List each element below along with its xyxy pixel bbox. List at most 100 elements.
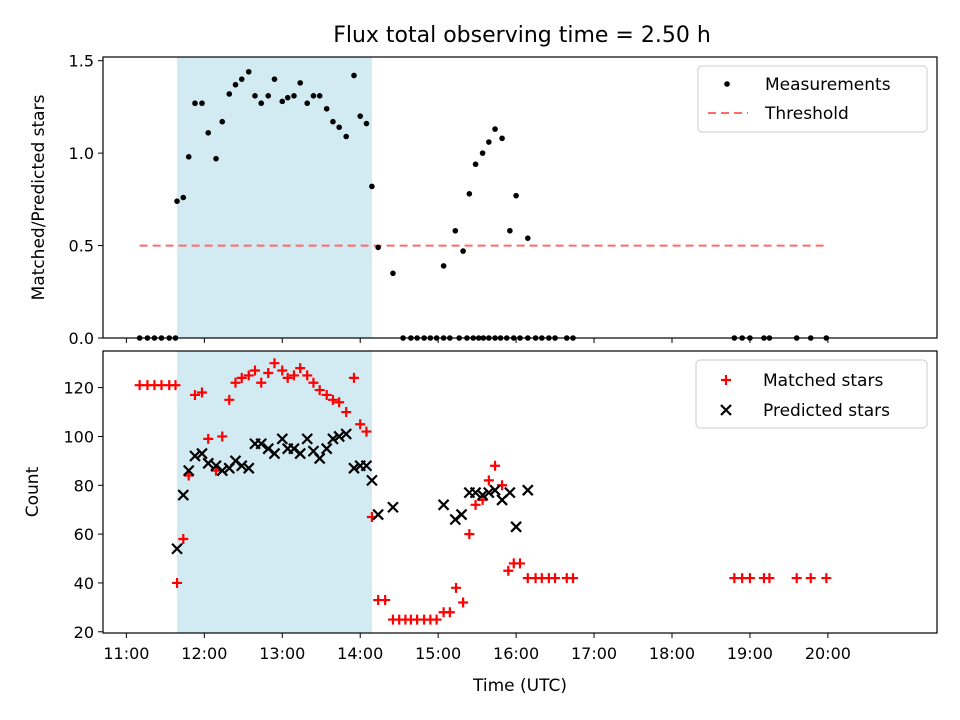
matched-star-marker — [355, 419, 366, 430]
predicted-star-marker — [294, 447, 306, 460]
x-tick-label: 20:00 — [805, 644, 851, 663]
measurement-point — [472, 161, 479, 168]
predicted-star-marker — [510, 521, 522, 533]
measurement-point — [513, 192, 519, 199]
measurement-point — [363, 120, 370, 127]
matched-star-marker — [721, 375, 731, 385]
measurement-point — [460, 248, 466, 254]
predicted-star-marker — [469, 486, 482, 499]
top-axis-ticks: 0.0 0.5 1.0 1.5 — [69, 52, 829, 348]
matched-star-marker — [263, 367, 274, 378]
bottom-panel: 20 40 60 80 100 120 11:00 12:00 13:00 14:00 15:00 1… — [23, 350, 938, 696]
x-tick-label: 11:00 — [103, 644, 149, 663]
matched-star-marker — [327, 394, 338, 405]
predicted-star-marker — [333, 430, 345, 443]
bottom-axis-ticks: 20 40 60 80 100 120 11:00 12:00 13:00 14:00 15:00 1… — [63, 379, 850, 663]
measurement-point — [205, 129, 212, 136]
measurement-point — [291, 93, 297, 99]
top-axes-frame — [102, 56, 938, 339]
measurement-point — [279, 98, 286, 105]
measurement-point — [375, 244, 381, 251]
matched-star-marker — [805, 573, 816, 584]
bottom-y-axis-label: Count — [23, 466, 43, 517]
predicted-star-marker — [189, 450, 201, 462]
bottom-legend: Matched stars Predicted stars — [695, 359, 928, 429]
measurement-point — [252, 93, 258, 99]
measurement-point — [310, 93, 317, 99]
matched-star-marker — [224, 394, 235, 405]
matched-star-marker — [295, 363, 306, 374]
y-tick-label: 120 — [63, 379, 94, 398]
measurement-point — [499, 135, 505, 142]
measurement-point — [486, 139, 492, 145]
measurement-point — [271, 76, 278, 82]
predicted-star-marker — [504, 486, 516, 499]
x-tick-label: 16:00 — [493, 644, 539, 663]
matched-star-marker — [451, 582, 462, 593]
x-tick-label: 15:00 — [415, 644, 461, 663]
top-legend: Measurements Threshold — [697, 65, 928, 133]
matched-star-marker — [503, 565, 514, 576]
measurement-point — [524, 235, 531, 241]
x-tick-label: 13:00 — [259, 644, 305, 663]
matched-star-marker — [483, 475, 494, 486]
predicted-star-marker — [177, 489, 190, 501]
x-tick-label: 17:00 — [571, 644, 617, 663]
matched-star-marker — [172, 577, 183, 588]
matched-star-marker — [744, 573, 755, 584]
matched-star-marker — [243, 370, 254, 381]
predicted-star-marker — [255, 438, 268, 450]
matched-star-marker — [282, 372, 293, 383]
matched-star-marker — [470, 499, 481, 510]
measurement-point — [185, 154, 192, 160]
x-tick-label: 18:00 — [649, 644, 695, 663]
measurement-point — [336, 124, 342, 131]
measurement-point — [284, 94, 291, 101]
matched-star-marker — [444, 607, 455, 618]
matched-star-marker — [288, 370, 299, 381]
predicted-star-marker — [268, 447, 281, 460]
predicted-star-marker — [235, 459, 248, 472]
measurement-point — [369, 183, 375, 190]
predicted-star-marker — [522, 484, 534, 496]
matched-star-marker — [515, 558, 525, 569]
y-tick-label: 100 — [63, 427, 94, 446]
matched-star-marker — [490, 460, 501, 471]
legend-box — [697, 65, 928, 133]
matched-star-marker — [334, 397, 345, 408]
chart-title: Flux total observing time = 2.50 h — [333, 23, 711, 48]
measurement-point — [440, 263, 447, 269]
measurement-point — [479, 150, 486, 156]
measurement-point — [297, 80, 303, 86]
legend-measurement-marker — [724, 81, 730, 87]
top-y-axis-label: Matched/Predicted stars — [29, 94, 49, 300]
predicted-star-marker — [348, 462, 360, 474]
matched-star-marker — [791, 573, 802, 584]
matched-star-marker — [189, 389, 200, 400]
predicted-star-marker — [360, 459, 373, 472]
predicted-star-marker — [171, 542, 183, 555]
measurement-point — [452, 227, 459, 234]
legend-threshold-label: Threshold — [764, 104, 849, 124]
measurement-point — [507, 227, 513, 234]
predicted-star-marker — [387, 501, 399, 514]
y-tick-label: 40 — [74, 574, 94, 593]
predicted-star-marker — [489, 484, 501, 496]
measurement-point — [330, 118, 336, 125]
legend-matched-label: Matched stars — [763, 371, 883, 391]
measurement-point — [180, 194, 187, 201]
measurement-point — [245, 68, 252, 75]
measurement-point — [265, 93, 272, 99]
measurement-point — [232, 81, 239, 88]
measurement-point — [351, 72, 357, 79]
matched-star-marker — [236, 372, 247, 383]
y-tick-label: 80 — [74, 476, 94, 495]
predicted-star-marker — [455, 508, 468, 521]
matched-star-marker — [464, 529, 475, 540]
top-panel: 0.0 0.5 1.0 1.5 Matched/Predicted stars Mea… — [29, 52, 938, 348]
matched-star-marker — [821, 573, 832, 584]
matched-star-marker — [321, 389, 332, 400]
measurement-point — [304, 100, 311, 107]
x-tick-label: 14:00 — [337, 644, 383, 663]
